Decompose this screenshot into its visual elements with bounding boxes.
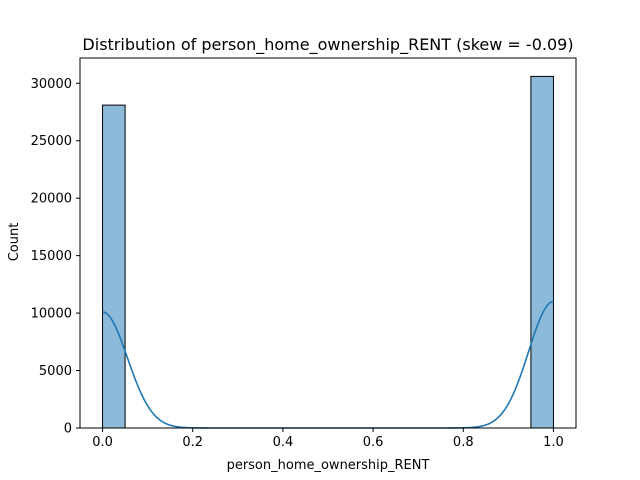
histogram-bars bbox=[102, 75, 554, 429]
y-axis-label: Count bbox=[7, 223, 22, 262]
chart-title: Distribution of person_home_ownership_RE… bbox=[82, 35, 573, 55]
x-axis-ticks: 0.0 0.2 0.4 0.6 0.8 1.0 bbox=[92, 428, 564, 450]
y-tick-label: 25000 bbox=[31, 134, 72, 149]
x-tick-label: 1.0 bbox=[543, 435, 564, 450]
x-tick-label: 0.8 bbox=[453, 435, 474, 450]
x-tick-label: 0.2 bbox=[182, 435, 203, 450]
x-tick-label: 0.4 bbox=[273, 435, 294, 450]
y-tick-label: 10000 bbox=[31, 307, 72, 322]
x-tick-label: 0.6 bbox=[363, 435, 384, 450]
y-tick-label: 15000 bbox=[31, 249, 72, 264]
y-tick-label: 0 bbox=[64, 422, 72, 437]
histogram-bar-0 bbox=[102, 104, 126, 429]
y-axis-ticks: 0 5000 10000 15000 20000 25000 30000 bbox=[31, 77, 80, 437]
x-tick-label: 0.0 bbox=[92, 435, 113, 450]
y-tick-label: 5000 bbox=[39, 364, 72, 379]
plot-frame bbox=[79, 57, 577, 429]
kde-line bbox=[102, 300, 554, 429]
histogram-bar-1 bbox=[530, 75, 554, 429]
y-tick-label: 20000 bbox=[31, 192, 72, 207]
y-tick-label: 30000 bbox=[31, 77, 72, 92]
x-axis-label: person_home_ownership_RENT bbox=[227, 458, 430, 473]
